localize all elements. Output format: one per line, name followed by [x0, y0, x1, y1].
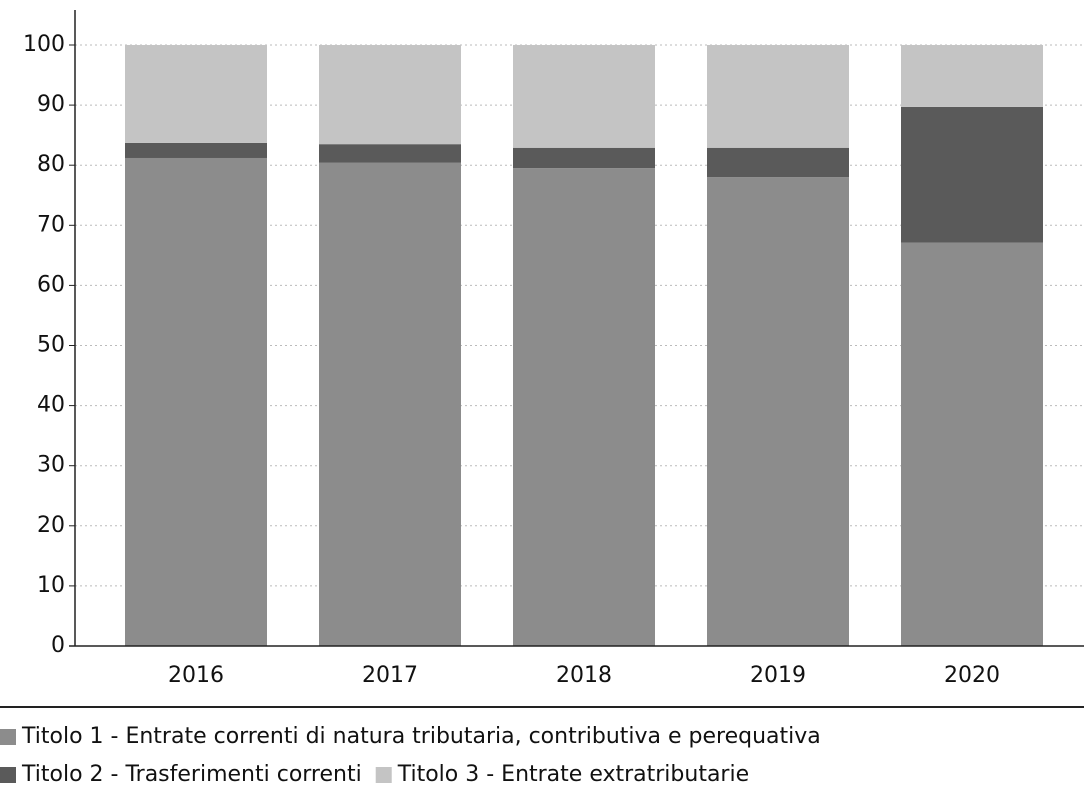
x-tick-label: 2019	[750, 663, 806, 688]
y-tick-label: 60	[37, 272, 65, 297]
y-tick-label: 0	[51, 633, 65, 658]
bar-segment	[125, 45, 267, 143]
bar-segment	[707, 45, 849, 148]
bar-segment	[707, 147, 849, 178]
y-tick-label: 70	[37, 212, 65, 237]
x-tick-label: 2018	[556, 663, 612, 688]
legend-swatch	[0, 767, 16, 783]
y-tick-label: 20	[37, 513, 65, 538]
y-tick-label: 50	[37, 333, 65, 358]
bar-segment	[125, 157, 267, 646]
legend-swatch	[375, 767, 392, 783]
bar-segment	[513, 168, 655, 646]
legend-label: Titolo 1 - Entrate correnti di natura tr…	[21, 724, 821, 749]
y-tick-label: 100	[23, 32, 65, 57]
bar-segment	[707, 177, 849, 646]
bar-segment	[319, 45, 461, 145]
y-tick-label: 90	[37, 92, 65, 117]
bar-segment	[125, 142, 267, 158]
legend-label: Titolo 3 - Entrate extratributarie	[397, 762, 749, 787]
y-tick-label: 80	[37, 152, 65, 177]
x-tick-label: 2016	[168, 663, 224, 688]
x-tick-label: 2020	[944, 663, 1000, 688]
bar-segment	[901, 106, 1043, 243]
y-tick-label: 30	[37, 453, 65, 478]
y-tick-label: 40	[37, 393, 65, 418]
bar-segment	[901, 45, 1043, 107]
bar-segment	[513, 45, 655, 148]
x-tick-label: 2017	[362, 663, 418, 688]
bar-segment	[901, 242, 1043, 646]
legend-label: Titolo 2 - Trasferimenti correnti	[21, 762, 362, 787]
bar-segment	[319, 162, 461, 646]
bar-segment	[513, 147, 655, 169]
y-tick-label: 10	[37, 573, 65, 598]
legend-swatch	[0, 729, 16, 745]
bar-segment	[319, 144, 461, 163]
